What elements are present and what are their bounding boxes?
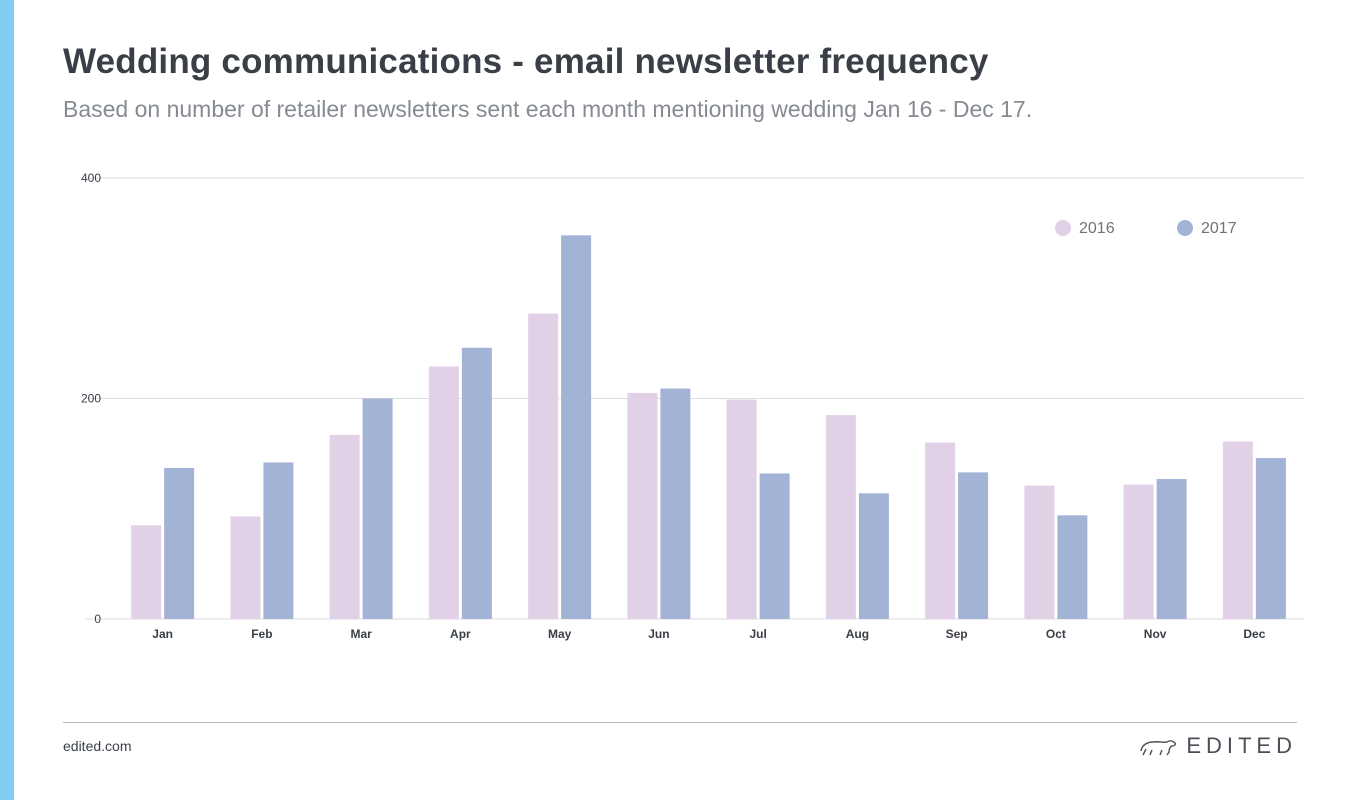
- bar-2016-dec: [1222, 441, 1253, 619]
- y-tick-label: 200: [81, 392, 101, 406]
- bar-2017-mar: [362, 398, 393, 619]
- x-tick-label: Aug: [846, 627, 869, 641]
- bar-2017-jan: [164, 467, 195, 619]
- x-tick-label: Feb: [251, 627, 272, 641]
- bar-2017-apr: [461, 347, 492, 619]
- bar-2016-feb: [230, 516, 261, 619]
- footer-divider: [63, 722, 1297, 723]
- x-tick-label: Sep: [946, 627, 968, 641]
- bar-2016-jun: [627, 392, 658, 619]
- bar-2016-oct: [1024, 485, 1055, 619]
- x-tick-label: Jun: [648, 627, 669, 641]
- legend-label-2017: 2017: [1201, 220, 1237, 237]
- legend-swatch-2016: [1055, 220, 1071, 236]
- bar-2016-apr: [428, 366, 459, 619]
- bar-2016-aug: [825, 415, 856, 619]
- legend-swatch-2017: [1177, 220, 1193, 236]
- legend-label-2016: 2016: [1079, 220, 1115, 237]
- bar-2017-aug: [858, 493, 889, 619]
- y-tick-label: 400: [81, 171, 101, 185]
- bar-2016-sep: [925, 442, 956, 619]
- polar-bear-icon: [1140, 740, 1177, 756]
- bar-2017-oct: [1057, 515, 1088, 619]
- x-tick-label: Jul: [749, 627, 766, 641]
- x-tick-label: Mar: [350, 627, 372, 641]
- footer-link[interactable]: edited.com: [63, 738, 132, 754]
- bar-2017-jul: [759, 473, 790, 619]
- bar-2016-jan: [131, 525, 162, 619]
- bar-2017-may: [561, 235, 592, 619]
- x-tick-label: May: [548, 627, 572, 641]
- bar-2016-mar: [329, 434, 360, 619]
- bar-2017-dec: [1255, 458, 1286, 619]
- page-subtitle: Based on number of retailer newsletters …: [63, 96, 1033, 122]
- bar-2016-may: [528, 313, 559, 619]
- bar-2017-sep: [958, 472, 989, 619]
- brand-name: EDITED: [1186, 733, 1297, 758]
- x-tick-label: Nov: [1144, 627, 1167, 641]
- bar-2017-jun: [660, 388, 691, 619]
- accent-bar: [0, 0, 14, 800]
- page-title: Wedding communications - email newslette…: [63, 42, 989, 81]
- bar-2016-nov: [1123, 484, 1154, 619]
- x-tick-label: Jan: [152, 627, 173, 641]
- bar-2017-nov: [1156, 478, 1187, 619]
- x-tick-label: Oct: [1046, 627, 1066, 641]
- bar-2016-jul: [726, 399, 757, 619]
- x-tick-label: Apr: [450, 627, 471, 641]
- x-tick-label: Dec: [1243, 627, 1265, 641]
- brand-logo: EDITED: [1138, 733, 1297, 759]
- bar-2017-feb: [263, 462, 294, 619]
- y-tick-label: 0: [94, 612, 101, 626]
